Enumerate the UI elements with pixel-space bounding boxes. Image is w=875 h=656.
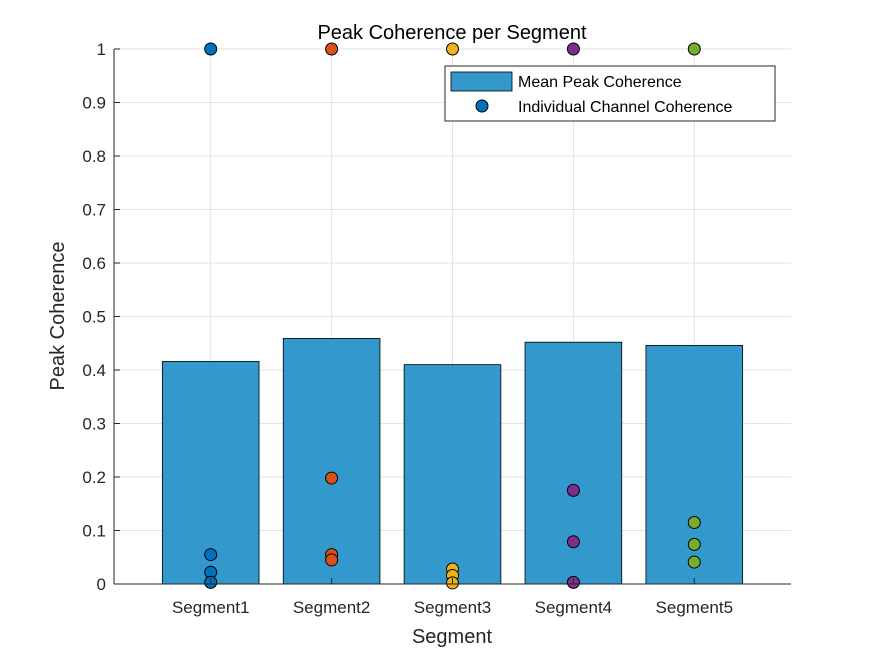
bar — [282, 338, 381, 585]
legend-point-swatch — [475, 99, 489, 113]
bars — [161, 338, 744, 585]
legend-bar-label: Mean Peak Coherence — [518, 74, 682, 91]
y-tick-label: 0.1 — [82, 522, 106, 541]
channel-point — [566, 42, 580, 56]
channel-point — [446, 42, 459, 56]
y-tick-label: 0.4 — [82, 361, 106, 380]
y-tick-label: 0.3 — [82, 415, 106, 434]
axes — [113, 48, 791, 585]
legend-point-label: Individual Channel Coherence — [518, 99, 732, 116]
channel-point — [204, 548, 218, 562]
legend-bar-swatch — [450, 71, 513, 92]
x-tick-label: Segment4 — [535, 598, 613, 617]
channel-point — [687, 42, 701, 56]
x-tick-label: Segment3 — [414, 598, 492, 617]
channel-point — [687, 555, 701, 569]
y-tick-label: 0 — [97, 575, 106, 594]
x-axis-label: Segment — [412, 626, 492, 648]
channel-point — [204, 42, 218, 56]
y-tick-label: 0.7 — [82, 201, 106, 220]
y-tick-labels: 0 0.1 0.2 0.3 0.4 0.5 0.6 0.7 0.8 0.9 1 — [82, 40, 106, 594]
x-tick-label: Segment1 — [172, 598, 250, 617]
y-axis-label: Peak Coherence — [47, 242, 69, 391]
channel-point — [687, 537, 701, 551]
channel-point — [687, 515, 701, 529]
channel-point — [566, 535, 580, 549]
channel-point — [566, 483, 580, 497]
channel-point — [325, 42, 339, 56]
channel-point — [325, 553, 339, 567]
legend: Mean Peak Coherence Individual Channel C… — [444, 65, 776, 122]
bar — [403, 364, 502, 585]
channel-point — [325, 471, 339, 485]
y-tick-label: 0.5 — [82, 308, 106, 327]
y-tick-label: 0.9 — [82, 94, 106, 113]
y-tick-label: 0.2 — [82, 468, 106, 487]
y-tick-label: 0.6 — [82, 254, 106, 273]
channel-points — [204, 42, 701, 590]
y-tick-label: 0.8 — [82, 147, 106, 166]
x-tick-label: Segment5 — [656, 598, 734, 617]
x-tick-label: Segment2 — [293, 598, 371, 617]
x-tick-labels: Segment1 Segment2 Segment3 Segment4 Segment5 — [172, 598, 733, 617]
chart-title: Peak Coherence per Segment — [317, 22, 586, 44]
y-tick-label: 1 — [97, 40, 106, 59]
